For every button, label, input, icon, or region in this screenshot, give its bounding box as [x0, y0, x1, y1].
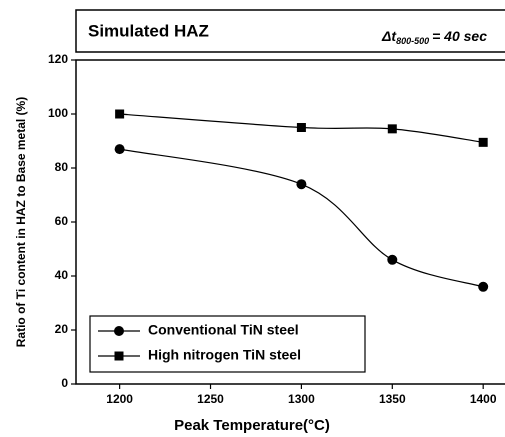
- x-tick-label: 1250: [197, 392, 224, 406]
- point: [115, 109, 125, 119]
- point: [387, 254, 398, 265]
- legend-label: High nitrogen TiN steel: [148, 347, 301, 363]
- header-box: [75, 9, 505, 53]
- point: [296, 179, 307, 190]
- point: [387, 124, 397, 134]
- x-tick-label: 1350: [379, 392, 406, 406]
- y-tick-label: 80: [55, 160, 69, 174]
- x-axis-label: Peak Temperature(°C): [174, 417, 330, 434]
- x-tick-label: 1300: [288, 392, 315, 406]
- x-tick-label: 1400: [470, 392, 497, 406]
- annotation-text: = 40 sec: [432, 28, 487, 44]
- series-line: [119, 113, 484, 143]
- annotation: Δt800-500 = 40 sec: [381, 28, 487, 47]
- point: [296, 123, 306, 132]
- y-tick-label: 120: [48, 52, 68, 66]
- point: [478, 137, 488, 147]
- y-tick-label: 100: [48, 106, 68, 120]
- y-tick-label: 60: [55, 214, 69, 228]
- legend-label: Conventional TiN steel: [148, 322, 299, 338]
- y-tick-label: 20: [55, 322, 69, 336]
- point: [114, 144, 125, 155]
- point: [114, 351, 124, 361]
- annotation-symbol: Δt: [381, 28, 397, 44]
- legend-box: [89, 315, 366, 373]
- y-tick-label: 40: [55, 268, 69, 282]
- x-tick-label: 1200: [106, 392, 133, 406]
- point: [478, 281, 489, 292]
- y-axis-label: Ratio of Ti content in HAZ to Base metal…: [14, 97, 28, 347]
- annotation-subscript: 800-500: [396, 36, 429, 46]
- series-line: [119, 148, 484, 288]
- chart-title: Simulated HAZ: [88, 21, 209, 40]
- point: [114, 326, 124, 336]
- y-tick-label: 0: [61, 376, 68, 390]
